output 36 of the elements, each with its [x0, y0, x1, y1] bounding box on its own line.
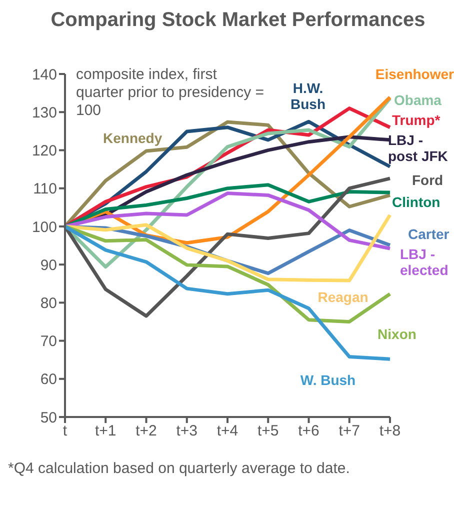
series-label: Kennedy: [103, 130, 164, 146]
x-tick-label: t+6: [298, 422, 320, 440]
annotation: composite index, first quarter prior to presidency = 100: [76, 66, 266, 120]
y-tick-label: 50: [40, 409, 57, 426]
y-tick-label: 140: [32, 66, 57, 84]
x-tick-label: t+2: [136, 422, 157, 440]
y-tick-label: 70: [40, 333, 57, 350]
series-label: H.W. Bush: [290, 80, 326, 112]
y-tick-label: 130: [32, 104, 57, 122]
y-tick-label: 80: [40, 294, 57, 312]
series-label: Clinton: [392, 194, 442, 210]
x-tick-label: t+7: [338, 422, 360, 440]
line-series: [63, 192, 392, 250]
series-label: LBJ - post JFK: [388, 132, 449, 164]
y-tick-label: 60: [40, 371, 57, 388]
series-label: Obama: [394, 92, 442, 108]
series-label: LBJ - elected: [400, 246, 450, 278]
x-tick-label: t+4: [216, 422, 238, 440]
x-tick-label: t+5: [257, 422, 279, 440]
series-label: Nixon: [376, 326, 418, 342]
y-tick-label: 100: [32, 218, 57, 236]
series-label: Eisenhower: [374, 66, 454, 82]
chart-title: Comparing Stock Market Performances: [50, 8, 426, 32]
y-tick-label: 120: [32, 142, 57, 160]
text: *Q4 calculation based on quarterly average to date.: [8, 460, 351, 478]
y-tick-label: 110: [33, 180, 57, 198]
x-tick-label: t+8: [379, 422, 401, 440]
x-tick-label: t+3: [176, 422, 198, 440]
x-tick-label: t: [62, 422, 68, 440]
series-label: W. Bush: [299, 372, 357, 388]
series-label: Trump*: [392, 112, 442, 128]
x-tick-label: t+1: [94, 422, 116, 440]
series-label: Reagan: [316, 289, 370, 305]
y-tick-label: 90: [40, 256, 57, 274]
series-label: Ford: [412, 172, 444, 188]
series-label: Carter: [408, 226, 450, 242]
